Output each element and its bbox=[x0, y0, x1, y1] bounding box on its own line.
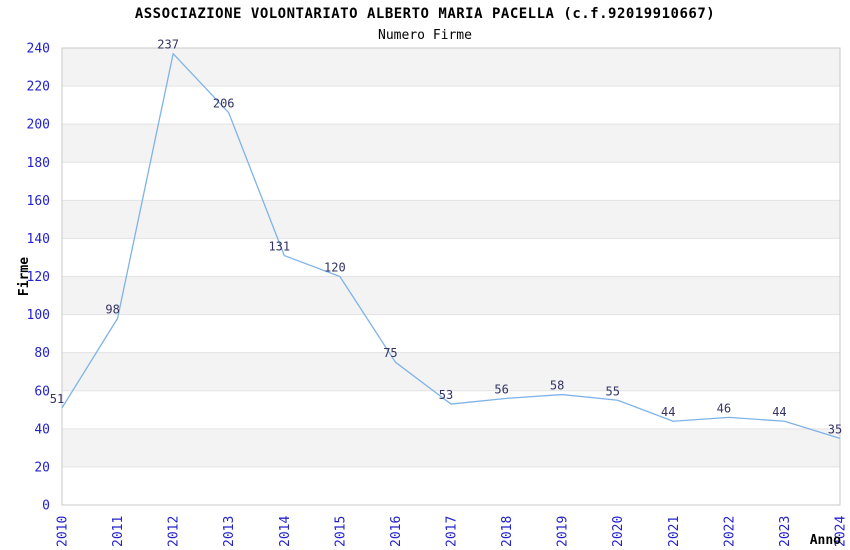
y-axis-label: Firme bbox=[17, 257, 32, 296]
x-tick-label: 2013 bbox=[222, 516, 237, 547]
x-tick-label: 2024 bbox=[834, 516, 849, 547]
data-point-label: 44 bbox=[661, 405, 675, 419]
y-tick-label: 20 bbox=[34, 460, 50, 475]
data-point-label: 46 bbox=[717, 401, 731, 415]
x-tick-label: 2015 bbox=[333, 516, 348, 547]
data-point-label: 44 bbox=[772, 405, 786, 419]
y-tick-label: 240 bbox=[27, 42, 50, 57]
data-point-label: 206 bbox=[213, 97, 235, 111]
y-tick-label: 180 bbox=[27, 156, 50, 171]
plot-border bbox=[61, 47, 841, 506]
data-point-label: 58 bbox=[550, 379, 564, 393]
x-tick-label: 2017 bbox=[445, 516, 460, 547]
x-tick-label: 2012 bbox=[167, 516, 182, 547]
chart-title: ASSOCIAZIONE VOLONTARIATO ALBERTO MARIA … bbox=[134, 6, 716, 22]
plot-band bbox=[62, 390, 840, 429]
y-tick-label: 40 bbox=[34, 422, 50, 437]
plot-band bbox=[62, 238, 840, 277]
plot-band bbox=[62, 48, 840, 87]
data-point-label: 131 bbox=[268, 240, 290, 254]
plot-band bbox=[62, 86, 840, 125]
y-tick-label: 200 bbox=[27, 118, 50, 133]
y-tick-label: 100 bbox=[27, 308, 50, 323]
x-axis-label: Anno bbox=[810, 533, 841, 548]
plot-band bbox=[62, 124, 840, 163]
y-tick-label: 0 bbox=[42, 499, 50, 514]
x-tick-label: 2014 bbox=[278, 516, 293, 547]
y-tick-label: 60 bbox=[34, 384, 50, 399]
data-point-label: 120 bbox=[324, 261, 346, 275]
data-point-label: 75 bbox=[383, 346, 397, 360]
data-point-label: 51 bbox=[50, 392, 64, 406]
y-tick-label: 120 bbox=[27, 270, 50, 285]
plot-band bbox=[62, 466, 840, 505]
data-point-label: 53 bbox=[439, 388, 453, 402]
plot-band bbox=[62, 276, 840, 315]
x-tick-label: 2023 bbox=[778, 516, 793, 547]
data-point-label: 237 bbox=[157, 38, 179, 52]
x-tick-label: 2016 bbox=[389, 516, 404, 547]
x-tick-label: 2010 bbox=[56, 516, 71, 547]
data-point-label: 35 bbox=[828, 422, 842, 436]
plot-band bbox=[62, 428, 840, 467]
data-point-label: 55 bbox=[605, 384, 619, 398]
x-tick-label: 2018 bbox=[500, 516, 515, 547]
data-point-label: 56 bbox=[494, 382, 508, 396]
data-point-label: 98 bbox=[105, 302, 119, 316]
x-tick-label: 2022 bbox=[722, 516, 737, 547]
plot-band bbox=[62, 162, 840, 201]
x-tick-label: 2020 bbox=[611, 516, 626, 547]
plot-band bbox=[62, 200, 840, 239]
x-tick-label: 2011 bbox=[111, 516, 126, 547]
series-line bbox=[61, 53, 841, 439]
y-tick-label: 140 bbox=[27, 232, 50, 247]
plot-band bbox=[62, 352, 840, 391]
x-tick-label: 2019 bbox=[556, 516, 571, 547]
y-tick-label: 160 bbox=[27, 194, 50, 209]
plot-band bbox=[62, 314, 840, 353]
chart-subtitle: Numero Firme bbox=[378, 28, 472, 43]
y-tick-label: 220 bbox=[27, 80, 50, 95]
y-tick-label: 80 bbox=[34, 346, 50, 361]
x-tick-label: 2021 bbox=[667, 516, 682, 547]
